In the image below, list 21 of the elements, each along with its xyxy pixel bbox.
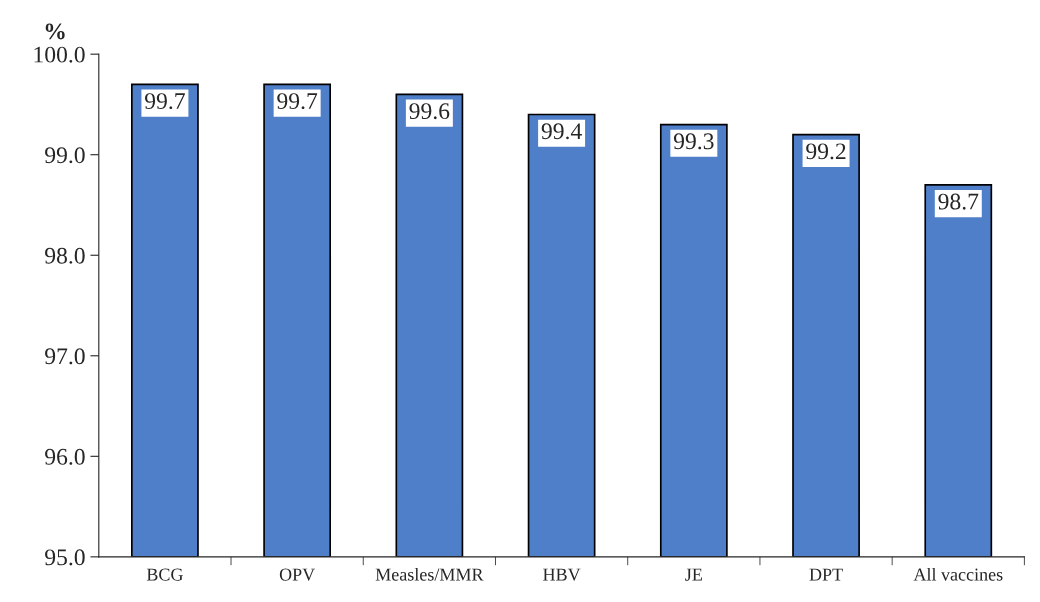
x-tick-label: HBV — [543, 568, 581, 581]
x-tick-label: OPV — [279, 568, 315, 581]
y-tick-label: 95.0 — [45, 549, 85, 566]
y-tick-label: 99.0 — [45, 147, 85, 164]
y-tick-label: 98.0 — [45, 247, 85, 264]
x-tick-label: Measles/MMR — [375, 567, 484, 581]
data-label: 99.4 — [541, 123, 582, 140]
data-label: 98.7 — [938, 193, 979, 210]
data-label: 99.6 — [409, 103, 450, 120]
y-axis-title: % — [45, 23, 65, 40]
data-label: 99.3 — [673, 133, 714, 150]
y-tick-label: 96.0 — [45, 448, 85, 465]
data-label: 99.2 — [806, 143, 846, 160]
y-tick-label: 97.0 — [45, 348, 85, 365]
y-tick-label: 100.0 — [34, 46, 85, 63]
data-label: 99.7 — [277, 93, 318, 110]
x-tick-label: All vaccines — [913, 567, 1003, 581]
x-tick-label: DPT — [809, 568, 843, 581]
data-label: 99.7 — [145, 93, 185, 110]
x-tick-label: BCG — [146, 568, 183, 581]
x-tick-label: JE — [685, 568, 702, 581]
